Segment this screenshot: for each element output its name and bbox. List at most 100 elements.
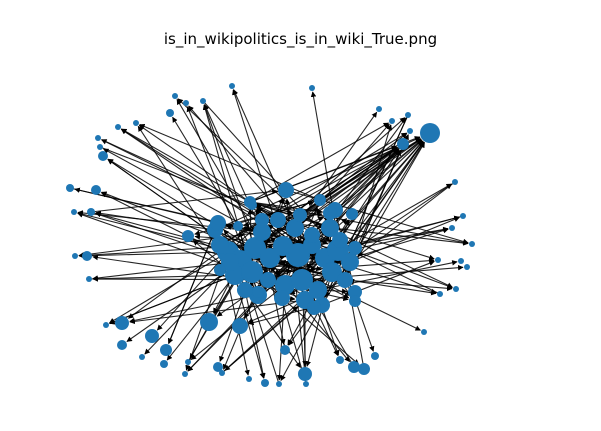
graph-node (346, 208, 358, 220)
graph-node (348, 241, 362, 255)
graph-edge (249, 201, 293, 215)
graph-edge (249, 201, 323, 214)
graph-node (452, 179, 458, 185)
graph-node (309, 281, 327, 299)
graph-node (341, 253, 359, 271)
graph-node (98, 151, 108, 161)
graph-node (82, 251, 92, 261)
graph-edge (349, 216, 460, 263)
graph-node (221, 253, 239, 271)
graph-node (469, 241, 475, 247)
graph-node (270, 212, 286, 228)
graph-node (349, 295, 361, 307)
graph-edge (357, 181, 456, 257)
graph-node (260, 272, 276, 288)
graph-node (435, 257, 441, 263)
graph-node (407, 128, 413, 134)
graph-edge (233, 89, 296, 229)
graph-node (97, 144, 103, 150)
graph-edge (156, 251, 229, 331)
graph-node (72, 253, 78, 259)
graph-edge (167, 229, 216, 345)
graph-node (172, 93, 178, 99)
graph-node (91, 185, 101, 195)
graph-node (307, 301, 321, 315)
graph-node (117, 340, 127, 350)
graph-node (337, 272, 353, 288)
graph-edge (344, 279, 453, 292)
graph-edge (349, 215, 464, 249)
graph-node (304, 227, 320, 243)
graph-node (303, 381, 309, 387)
graph-node (103, 322, 109, 328)
graph-node (348, 361, 360, 373)
graph-edge (177, 98, 301, 216)
graph-edge (166, 274, 236, 361)
graph-edge (88, 272, 225, 280)
graph-node (210, 215, 226, 231)
graph-node (322, 262, 342, 282)
graph-node (405, 112, 411, 118)
graph-node (166, 109, 174, 117)
graph-node (314, 194, 326, 206)
graph-node (371, 352, 379, 360)
graph-edge (249, 201, 322, 226)
graph-node (233, 221, 243, 231)
graph-node (200, 313, 218, 331)
graph-node (87, 208, 95, 216)
graph-node (260, 248, 280, 268)
graph-node (237, 282, 253, 298)
graph-node (219, 370, 225, 376)
graph-node (229, 83, 235, 89)
graph-node (145, 329, 159, 343)
graph-node (95, 135, 101, 141)
graph-node (183, 100, 189, 106)
graph-node (389, 118, 395, 124)
graph-node (115, 124, 121, 130)
graph-edge (257, 140, 423, 296)
graph-node (276, 381, 282, 387)
graph-edge (254, 147, 398, 249)
graph-node (336, 356, 344, 364)
graph-node (293, 208, 307, 222)
graph-edge (90, 188, 278, 213)
graph-node (232, 318, 248, 334)
graph-edge (101, 191, 271, 259)
graph-edge (95, 210, 216, 231)
graph-edge (244, 289, 266, 379)
graph-node (298, 367, 312, 381)
graph-edge (294, 138, 422, 229)
graph-node (376, 106, 382, 112)
graph-node (421, 329, 427, 335)
graph-node (449, 225, 455, 231)
graph-node (214, 264, 226, 276)
graph-edge (344, 142, 425, 281)
graph-node (244, 237, 266, 259)
graph-node (182, 371, 188, 377)
graph-node (275, 275, 295, 295)
graph-node (252, 286, 264, 298)
graph-edge (216, 279, 269, 317)
graph-node (278, 182, 294, 198)
graph-edge (129, 294, 259, 324)
graph-node (160, 344, 172, 356)
chart-title: is_in_wikipolitics_is_in_wiki_True.png (163, 30, 438, 48)
graph-edge (90, 211, 229, 259)
graph-node (253, 223, 271, 241)
graph-node (348, 285, 362, 299)
graph-node (261, 379, 269, 387)
graph-node (133, 120, 139, 126)
graph-edge (249, 122, 390, 203)
graph-node (115, 316, 129, 330)
graph-node (200, 98, 206, 104)
graph-node (309, 85, 315, 91)
graph-node (86, 276, 92, 282)
graph-node (332, 232, 348, 248)
graph-node (211, 236, 229, 254)
node-layer (66, 83, 475, 387)
graph-node (213, 362, 223, 372)
graph-node (241, 261, 263, 283)
graph-node (280, 345, 290, 355)
